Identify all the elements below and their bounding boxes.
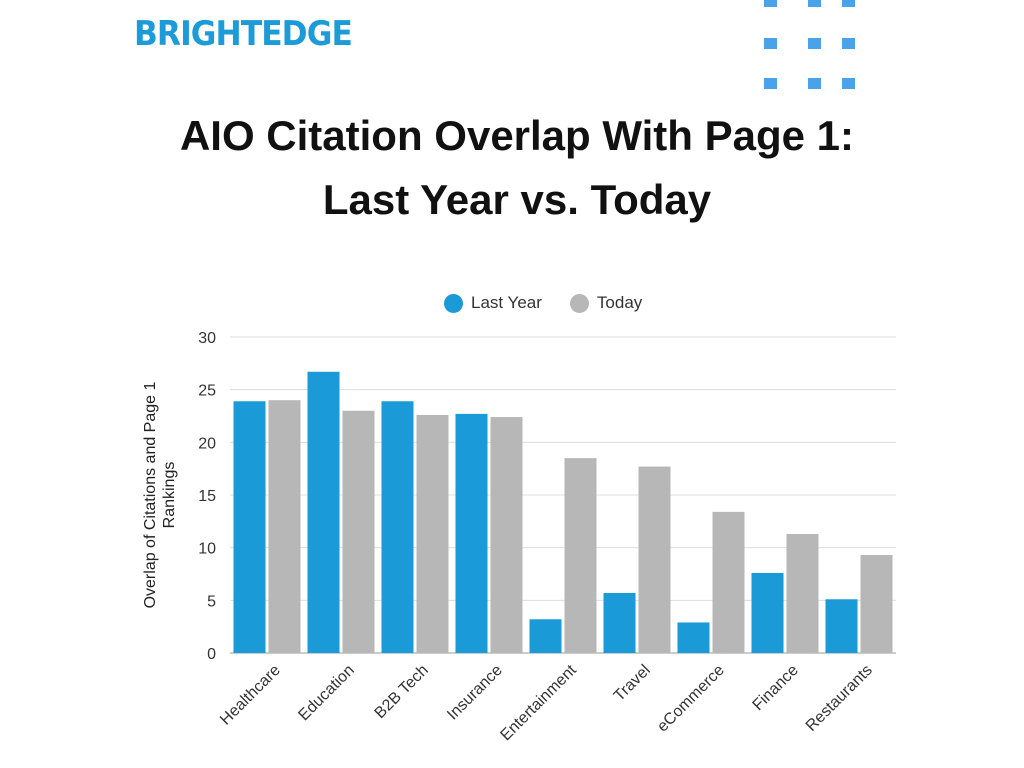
bar-today-b2b-tech — [416, 414, 449, 653]
bar-last-year-entertainment — [529, 619, 562, 653]
bar-today-ecommerce — [712, 511, 745, 653]
decorative-dot — [842, 38, 855, 49]
title-line-2: Last Year vs. Today — [322, 176, 712, 223]
title-line-1: AIO Citation Overlap With Page 1: — [179, 112, 855, 159]
legend-swatch-today — [569, 293, 589, 313]
bar-last-year-finance — [751, 572, 784, 653]
bar-today-restaurants — [860, 555, 893, 653]
x-tick-label: Education — [295, 662, 357, 724]
bar-last-year-ecommerce — [677, 622, 710, 653]
y-tick-label: 30 — [198, 330, 216, 347]
bar-last-year-travel — [603, 592, 636, 653]
bar-last-year-restaurants — [825, 599, 858, 653]
bar-today-insurance — [490, 417, 523, 653]
decorative-dot-grid — [764, 0, 864, 100]
decorative-dot — [764, 0, 777, 7]
decorative-dot — [808, 78, 821, 89]
y-tick-label: 20 — [198, 435, 216, 452]
bar-last-year-healthcare — [233, 401, 266, 653]
y-tick-label: 15 — [198, 488, 216, 505]
legend-label-last-year: Last Year — [471, 293, 542, 312]
x-tick-label: eCommerce — [654, 662, 728, 736]
legend-item-today: Today — [569, 293, 643, 313]
bar-today-education — [342, 410, 375, 653]
y-tick-label: 25 — [198, 383, 216, 400]
x-tick-label: Entertainment — [497, 661, 580, 744]
decorative-dot — [764, 78, 777, 89]
x-tick-label: Healthcare — [217, 662, 284, 729]
bar-today-entertainment — [564, 458, 597, 653]
bar-today-healthcare — [268, 400, 301, 653]
decorative-dot — [808, 38, 821, 49]
bar-last-year-b2b-tech — [381, 401, 414, 653]
y-tick-label: 10 — [198, 541, 216, 558]
decorative-dot — [842, 78, 855, 89]
decorative-dot — [808, 0, 821, 7]
decorative-dot — [842, 0, 855, 7]
x-tick-label: Restaurants — [803, 662, 876, 735]
bar-last-year-insurance — [455, 413, 488, 653]
x-tick-label: Travel — [611, 662, 654, 705]
legend-item-last-year: Last Year — [444, 293, 542, 313]
x-tick-label: Insurance — [444, 662, 506, 724]
chart-title: AIO Citation Overlap With Page 1: Last Y… — [0, 104, 1024, 232]
y-tick-label: 5 — [207, 593, 216, 610]
y-tick-label: 0 — [207, 646, 216, 663]
legend-swatch-last-year — [444, 293, 463, 313]
decorative-dot — [764, 38, 777, 49]
brightedge-logo: BRIGHTEDGE — [134, 14, 353, 54]
x-tick-label: B2B Tech — [372, 662, 432, 722]
legend-label-today: Today — [596, 293, 643, 312]
bar-today-finance — [786, 533, 819, 653]
bar-today-travel — [638, 466, 671, 653]
bar-last-year-education — [307, 371, 340, 653]
chart-legend: Last Year Today — [444, 290, 670, 316]
x-tick-label: Finance — [750, 662, 802, 714]
